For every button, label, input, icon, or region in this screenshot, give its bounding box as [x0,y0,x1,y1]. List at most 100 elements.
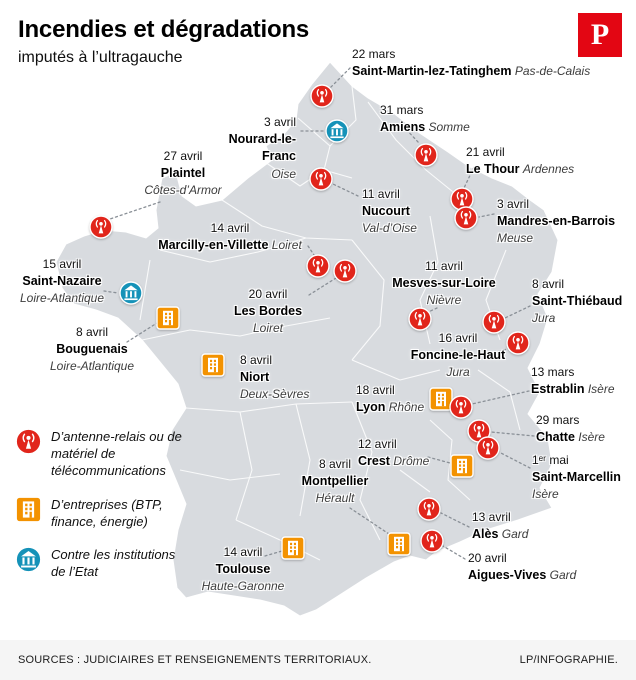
leader-line [103,290,119,294]
antenna-icon [506,331,530,355]
antenna-marker [310,84,334,108]
enterprise-marker [156,306,180,330]
leader-line [427,456,451,464]
event-region: Somme [428,119,470,134]
institution-icon [325,119,349,143]
event-main: Marcilly-en-Villette Loiret [158,238,302,252]
event-main: Les Bordes Loiret [234,303,302,337]
antenna-icon [454,206,478,230]
institution-icon [119,281,143,305]
leader-line [463,166,475,189]
antenna-marker [333,259,357,283]
antenna-icon [417,497,441,521]
event-label: 18 avril Lyon Rhône [356,382,424,416]
event-main: Chatte Isère [536,430,605,444]
antenna-marker [417,497,441,521]
event-place: Foncine-le-Haut [410,347,506,362]
event-place: Nourard-le-Franc [228,131,296,164]
event-main: Foncine-le-Haut Jura [411,347,505,381]
enterprise-icon [201,353,225,377]
footer: SOURCES : JUDICIAIRES ET RENSEIGNEMENTS … [0,640,636,680]
event-date: 1ᵉʳ mai [532,453,569,467]
legend: D’antenne-relais ou de matériel de téléc… [15,428,191,581]
event-region: Oise [271,166,296,181]
event-date: 18 avril [356,383,395,397]
institution-marker [119,281,143,305]
event-region: Drôme [393,453,430,468]
event-region: Isère [578,429,605,444]
event-date: 13 mars [531,365,575,379]
event-region: Ardennes [522,161,575,176]
event-date: 20 avril [468,551,507,565]
event-date: 11 avril [362,187,400,201]
event-region: Isère [587,381,615,396]
event-main: Saint-Thiébaud Jura [532,293,622,327]
event-region: Côtes-d’Armor [144,183,222,198]
antenna-marker [506,331,530,355]
event-region: Loiret [252,321,284,336]
event-label: 15 avril Saint-Nazaire Loire-Atlantique [20,256,104,307]
event-date: 8 avril [240,353,273,367]
antenna-icon [420,529,444,553]
department-borders [139,85,521,561]
event-label: 16 avril Foncine-le-Haut Jura [411,330,505,381]
event-place: Mesves-sur-Loire [392,275,496,290]
event-place: Mandres-en-Barrois [497,213,616,228]
event-main: Toulouse Haute-Garonne [202,561,285,595]
event-label: 27 avril Plaintel Côtes-d’Armor [144,148,221,199]
enterprise-marker [281,536,305,560]
event-place: Saint-Marcellin [532,469,621,484]
enterprise-icon [156,306,180,330]
enterprise-icon [387,532,411,556]
enterprise-marker [387,532,411,556]
leader-line [126,322,158,343]
event-label: 14 avril Marcilly-en-Villette Loiret [158,220,302,254]
event-label: 13 mars Estrablin Isère [531,364,615,398]
antenna-icon [467,419,491,443]
event-region: Rhône [388,399,425,414]
event-date: 15 avril [42,257,82,271]
antenna-marker [450,187,474,211]
antenna-marker [420,529,444,553]
event-date: 14 avril [223,545,263,559]
event-main: Bouguenais Loire-Atlantique [50,341,134,375]
antenna-marker [476,436,500,460]
antenna-marker [414,143,438,167]
event-main: Niort Deux-Sèvres [240,369,309,403]
institution-legend-icon [15,546,42,574]
event-main: Mesves-sur-Loire Nièvre [392,275,496,309]
event-region: Loiret [271,237,302,252]
leader-lines [103,67,535,560]
event-date: 8 avril [318,457,352,471]
antenna-marker [449,395,473,419]
page-title: Incendies et dégradations [18,16,310,43]
event-label: 20 avril Aigues-Vives Gard [468,550,576,584]
leader-line [402,125,420,144]
antenna-marker [309,167,333,191]
antenna-icon [449,395,473,419]
leader-line [471,390,530,405]
event-label: 31 mars Amiens Somme [380,102,470,136]
legend-label: D’antenne-relais ou de matériel de téléc… [51,429,182,478]
event-main: Plaintel Côtes-d’Armor [144,165,221,199]
event-region: Deux-Sèvres [240,387,310,402]
event-region: Meuse [497,231,534,246]
antenna-icon [89,215,113,239]
legend-label: Contre les institutions de l’Etat [51,547,176,580]
event-label: 12 avril Crest Drôme [358,436,429,470]
credit-text: LP/INFOGRAPHIE. [519,654,618,666]
leader-line [498,347,510,353]
antenna-marker [467,419,491,443]
event-label: 8 avril Montpellier Hérault [302,456,369,507]
event-label: 8 avril Niort Deux-Sèvres [240,352,309,403]
legend-label: D’entreprises (BTP, finance, énergie) [51,496,163,529]
event-place: Bouguenais [56,341,128,356]
event-date: 8 avril [75,325,108,339]
event-region: Nièvre [426,293,462,308]
event-label: 1ᵉʳ mai Saint-Marcellin Isère [532,452,621,503]
leader-line [442,545,466,560]
event-date: 3 avril [497,197,530,211]
antenna-icon [476,436,500,460]
event-date: 27 avril [163,149,203,163]
